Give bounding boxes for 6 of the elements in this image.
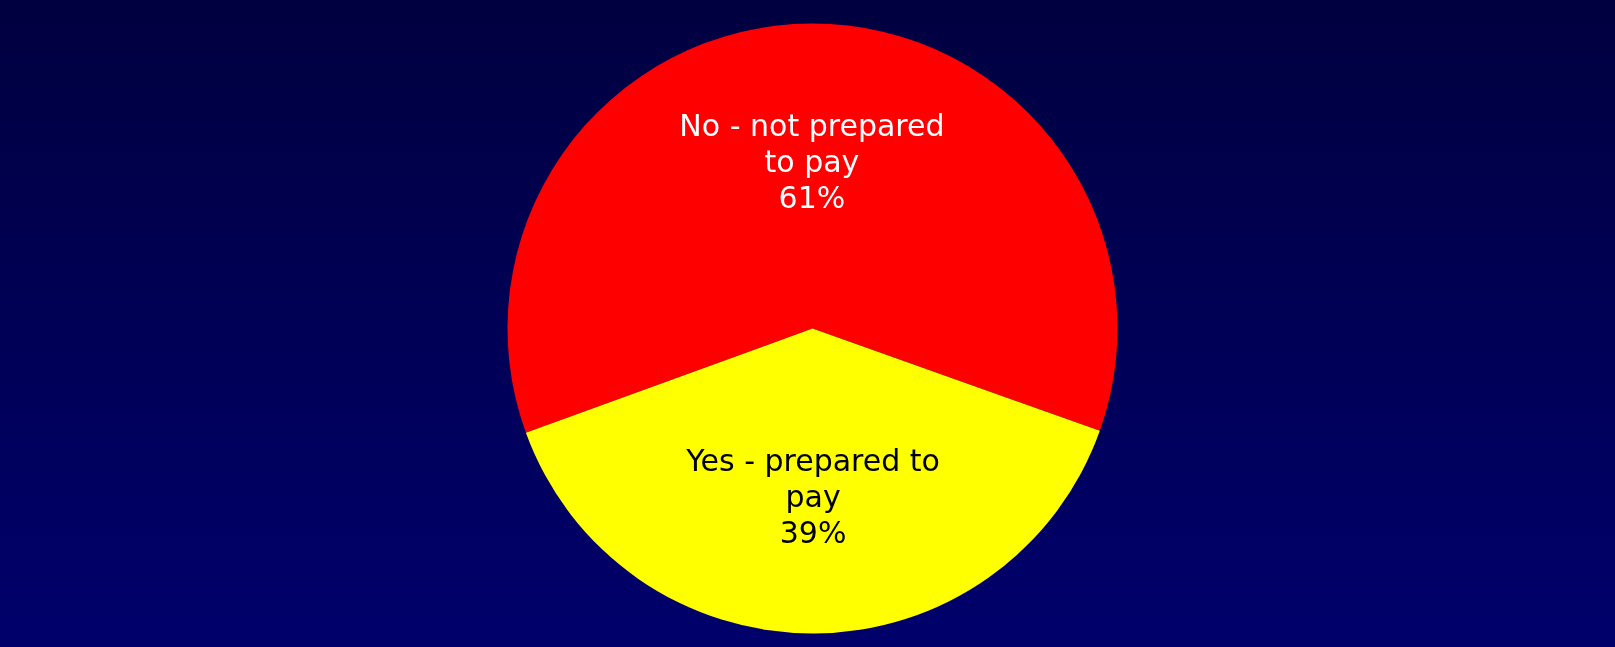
pie-slice [525,328,1100,633]
slice-label: Yes - prepared to pay [685,442,940,514]
data-label: 39% [779,514,847,550]
data-label: 61% [778,179,846,215]
pie-slice [507,23,1118,433]
slice-label: No - not prepared to pay [679,107,945,179]
